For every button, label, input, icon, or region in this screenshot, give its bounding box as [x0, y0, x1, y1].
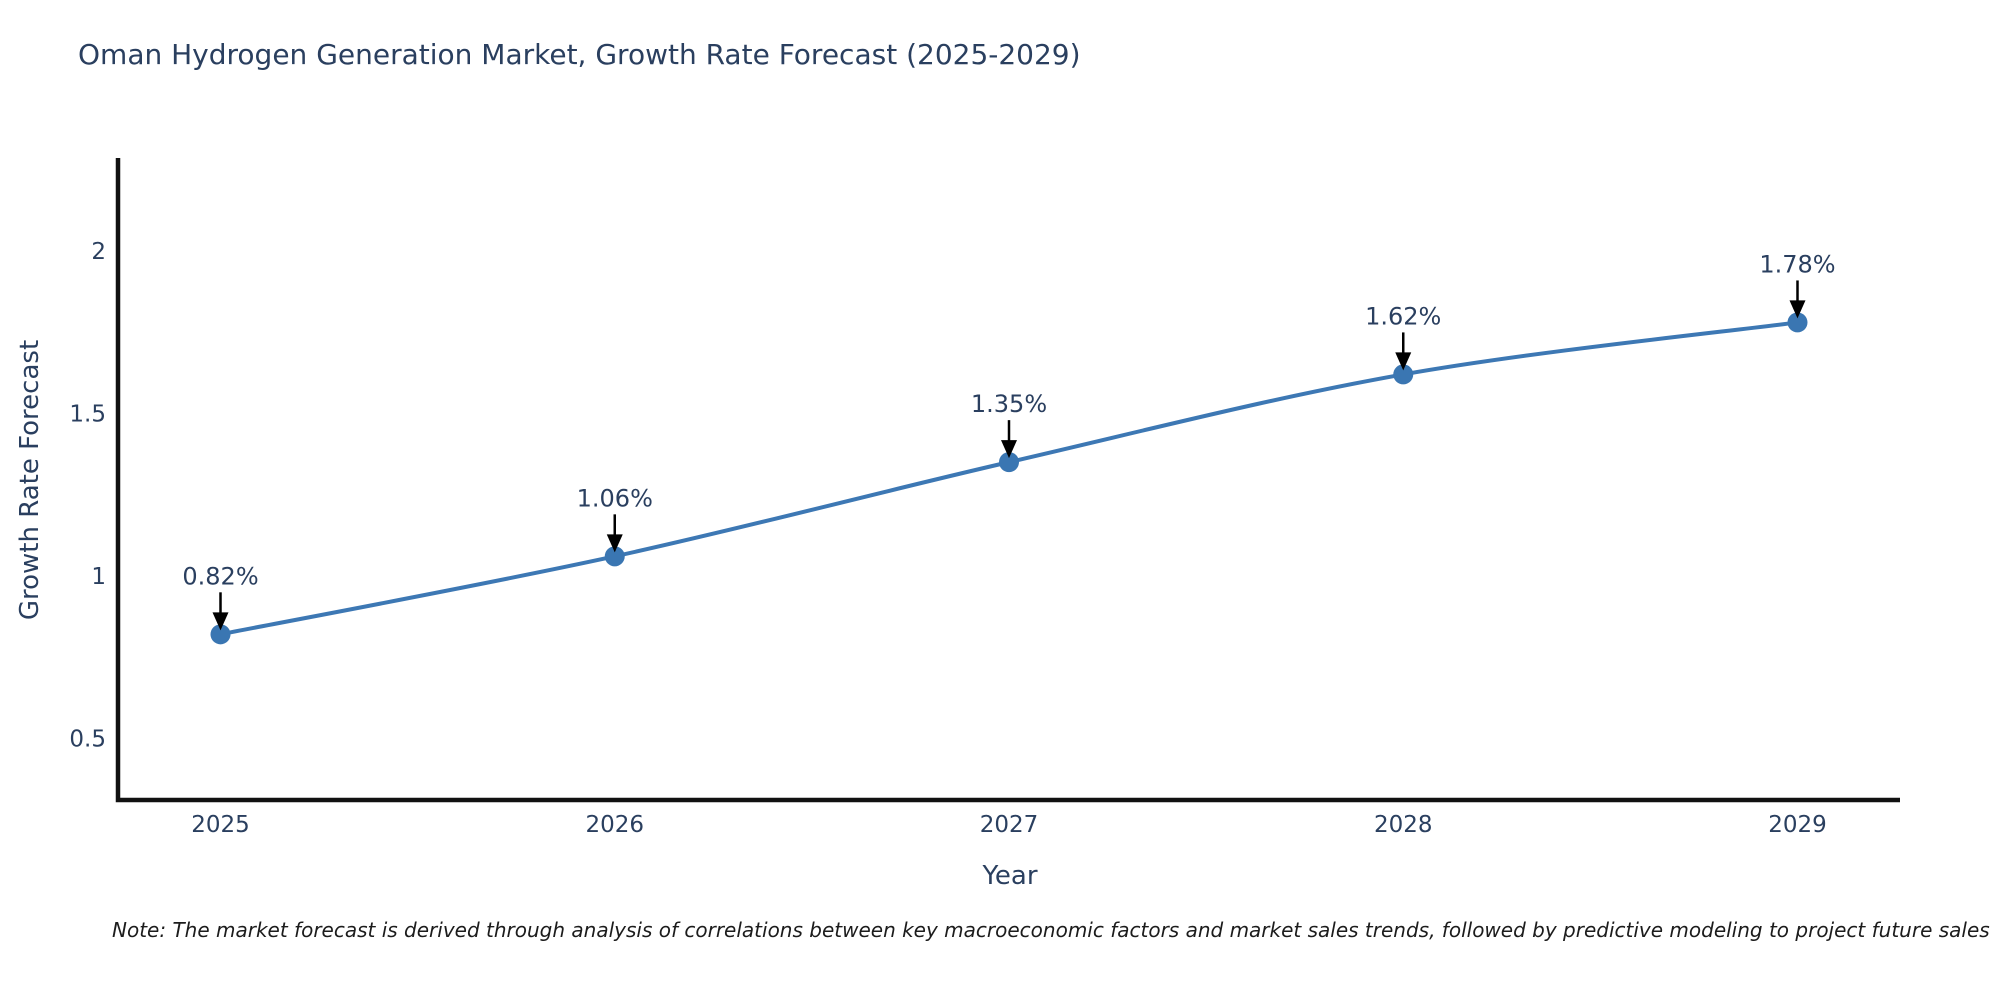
annotation-label-2026: 1.06% — [577, 484, 653, 512]
x-axis-title: Year — [982, 861, 1038, 891]
x-tick-label-2026: 2026 — [585, 812, 644, 838]
y-tick-label-2: 2 — [91, 239, 106, 265]
annotation-arrowhead-icon — [606, 534, 623, 553]
x-tick-label-2027: 2027 — [980, 812, 1039, 838]
x-tick-label-2028: 2028 — [1374, 812, 1433, 838]
x-tick-label-2025: 2025 — [191, 812, 250, 838]
annotation-arrowhead-icon — [1395, 352, 1412, 371]
y-axis-title: Growth Rate Forecast — [15, 339, 45, 621]
data-point-2026[interactable] — [604, 546, 625, 567]
chart-title: Oman Hydrogen Generation Market, Growth … — [78, 38, 1081, 71]
data-point-2025[interactable] — [210, 624, 231, 645]
data-point-2029[interactable] — [1787, 312, 1808, 333]
data-point-2027[interactable] — [999, 452, 1019, 473]
y-tick-label-0.5: 0.5 — [69, 726, 106, 752]
annotation-arrowhead-icon — [1001, 440, 1017, 459]
y-tick-label-1: 1 — [91, 564, 106, 590]
x-tick-label-2029: 2029 — [1768, 812, 1827, 838]
annotation-label-2025: 0.82% — [182, 562, 258, 590]
trend-line[interactable] — [218, 320, 1800, 637]
annotation-label-2029: 1.78% — [1759, 250, 1835, 278]
annotation-label-2027: 1.35% — [971, 390, 1047, 418]
y-tick-label-1.5: 1.5 — [69, 401, 106, 427]
annotation-arrowhead-icon — [212, 612, 229, 631]
footnote: Note: The market forecast is derived thr… — [112, 918, 1990, 942]
annotation-arrowhead-icon — [1789, 300, 1806, 319]
annotation-label-2028: 1.62% — [1365, 302, 1441, 330]
axis-lines — [115, 158, 1900, 803]
data-point-2028[interactable] — [1393, 364, 1414, 385]
